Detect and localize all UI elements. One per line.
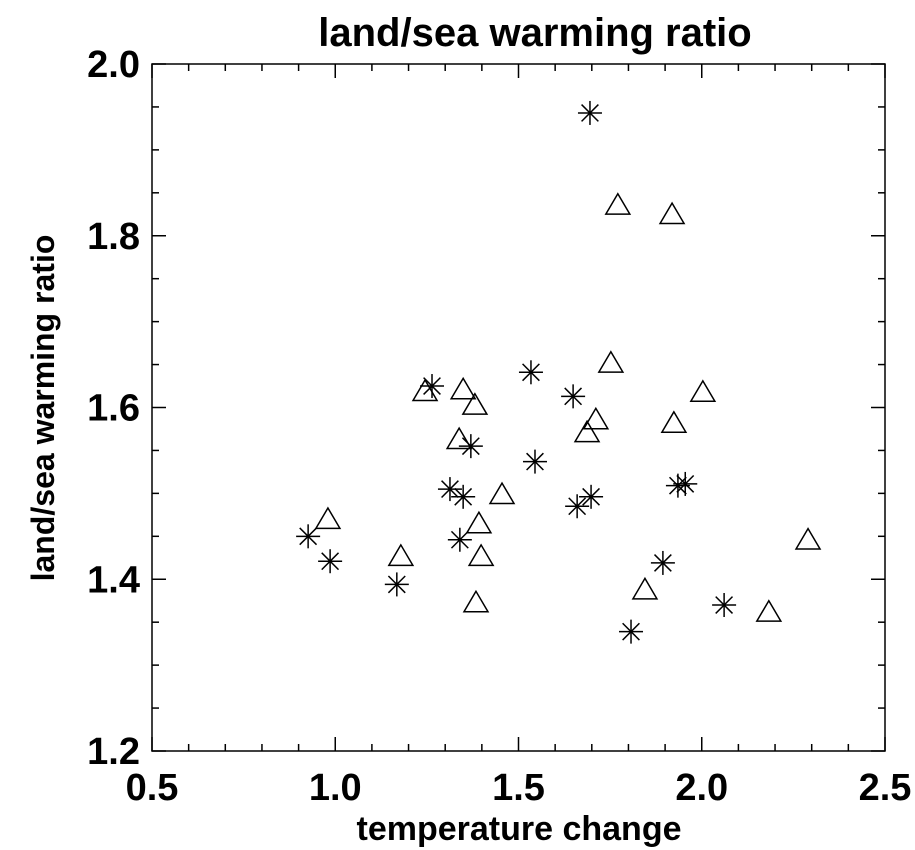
triangle-outline: [604, 192, 632, 215]
point: [597, 350, 625, 373]
triangle-outline: [755, 599, 783, 622]
point: [660, 410, 688, 433]
triangle-outline: [488, 481, 516, 505]
point: [296, 524, 321, 549]
triangle-outline: [411, 378, 439, 402]
triangle-outline: [658, 201, 686, 225]
point: [573, 419, 601, 443]
point: [449, 376, 477, 400]
asterisk-stroke: [526, 452, 544, 471]
asterisk-stroke: [299, 527, 318, 546]
point: [579, 484, 604, 509]
triangle-outline: [582, 406, 610, 430]
asterisk-stroke: [321, 552, 340, 571]
asterisk-stroke: [461, 437, 480, 456]
x-tick-label: 2.5: [859, 767, 912, 809]
point: [465, 510, 493, 534]
y-tick-label: 1.4: [87, 559, 140, 601]
point: [314, 506, 342, 530]
point: [582, 406, 610, 430]
point: [794, 527, 822, 550]
x-tick-label: 0.5: [126, 767, 179, 809]
triangle-outline: [314, 506, 342, 530]
point: [658, 201, 686, 225]
triangle-outline: [689, 379, 717, 403]
asterisk-stroke: [387, 575, 406, 594]
asterisk-stroke: [676, 474, 695, 493]
triangle-outline: [445, 426, 473, 450]
triangle-outline: [573, 419, 601, 443]
point: [518, 360, 543, 385]
asterisk-stroke: [423, 377, 441, 395]
point: [445, 426, 473, 450]
point: [411, 378, 439, 402]
asterisk-stroke: [715, 596, 734, 614]
point: [755, 599, 783, 622]
y-axis-label: land/sea warming ratio: [25, 235, 61, 582]
point: [561, 384, 586, 409]
point: [318, 549, 343, 574]
x-axis-label: temperature change: [357, 810, 682, 848]
triangle-outline: [387, 543, 415, 567]
x-tick-label: 1.0: [309, 767, 362, 809]
asterisk-stroke: [522, 363, 540, 382]
point: [461, 392, 489, 415]
asterisk-stroke: [441, 480, 459, 499]
point: [604, 192, 632, 215]
point: [488, 481, 516, 505]
asterisk-stroke: [564, 387, 583, 406]
plot-frame: [151, 63, 886, 752]
point: [577, 100, 602, 125]
x-tick-label: 2.0: [675, 767, 728, 809]
triangle-outline: [467, 543, 495, 567]
asterisk-stroke: [668, 476, 687, 495]
y-tick-label: 1.8: [87, 216, 140, 258]
triangle-outline: [465, 510, 493, 534]
point: [420, 374, 445, 399]
asterisk-stroke: [581, 104, 599, 122]
point: [462, 589, 490, 613]
point: [712, 593, 737, 618]
asterisk-stroke: [454, 487, 473, 506]
triangle-outline: [461, 392, 489, 415]
point: [522, 449, 547, 474]
y-tick-label: 2.0: [87, 44, 140, 86]
point: [384, 572, 409, 597]
asterisk-stroke: [450, 530, 469, 549]
triangle-outline: [660, 410, 688, 433]
point: [437, 477, 462, 502]
x-tick-label: 1.5: [492, 767, 545, 809]
triangle-outline: [462, 589, 490, 613]
triangle-outline: [631, 576, 659, 600]
asterisk-stroke: [568, 497, 587, 516]
triangle-outline: [449, 376, 477, 400]
point: [458, 434, 483, 459]
point: [689, 379, 717, 403]
y-tick-label: 1.2: [87, 731, 140, 773]
asterisk-stroke: [653, 554, 672, 572]
point: [447, 527, 472, 552]
point: [565, 494, 590, 519]
point: [650, 550, 675, 575]
chart-title: land/sea warming ratio: [318, 11, 751, 55]
asterisk-stroke: [582, 487, 600, 506]
point: [673, 471, 698, 496]
point: [387, 543, 415, 567]
triangle-outline: [597, 350, 625, 373]
point: [619, 619, 644, 644]
triangle-outline: [794, 527, 822, 550]
y-tick-label: 1.6: [87, 388, 140, 430]
asterisk-stroke: [622, 622, 640, 641]
point: [631, 576, 659, 600]
point: [467, 543, 495, 567]
point: [451, 484, 476, 509]
